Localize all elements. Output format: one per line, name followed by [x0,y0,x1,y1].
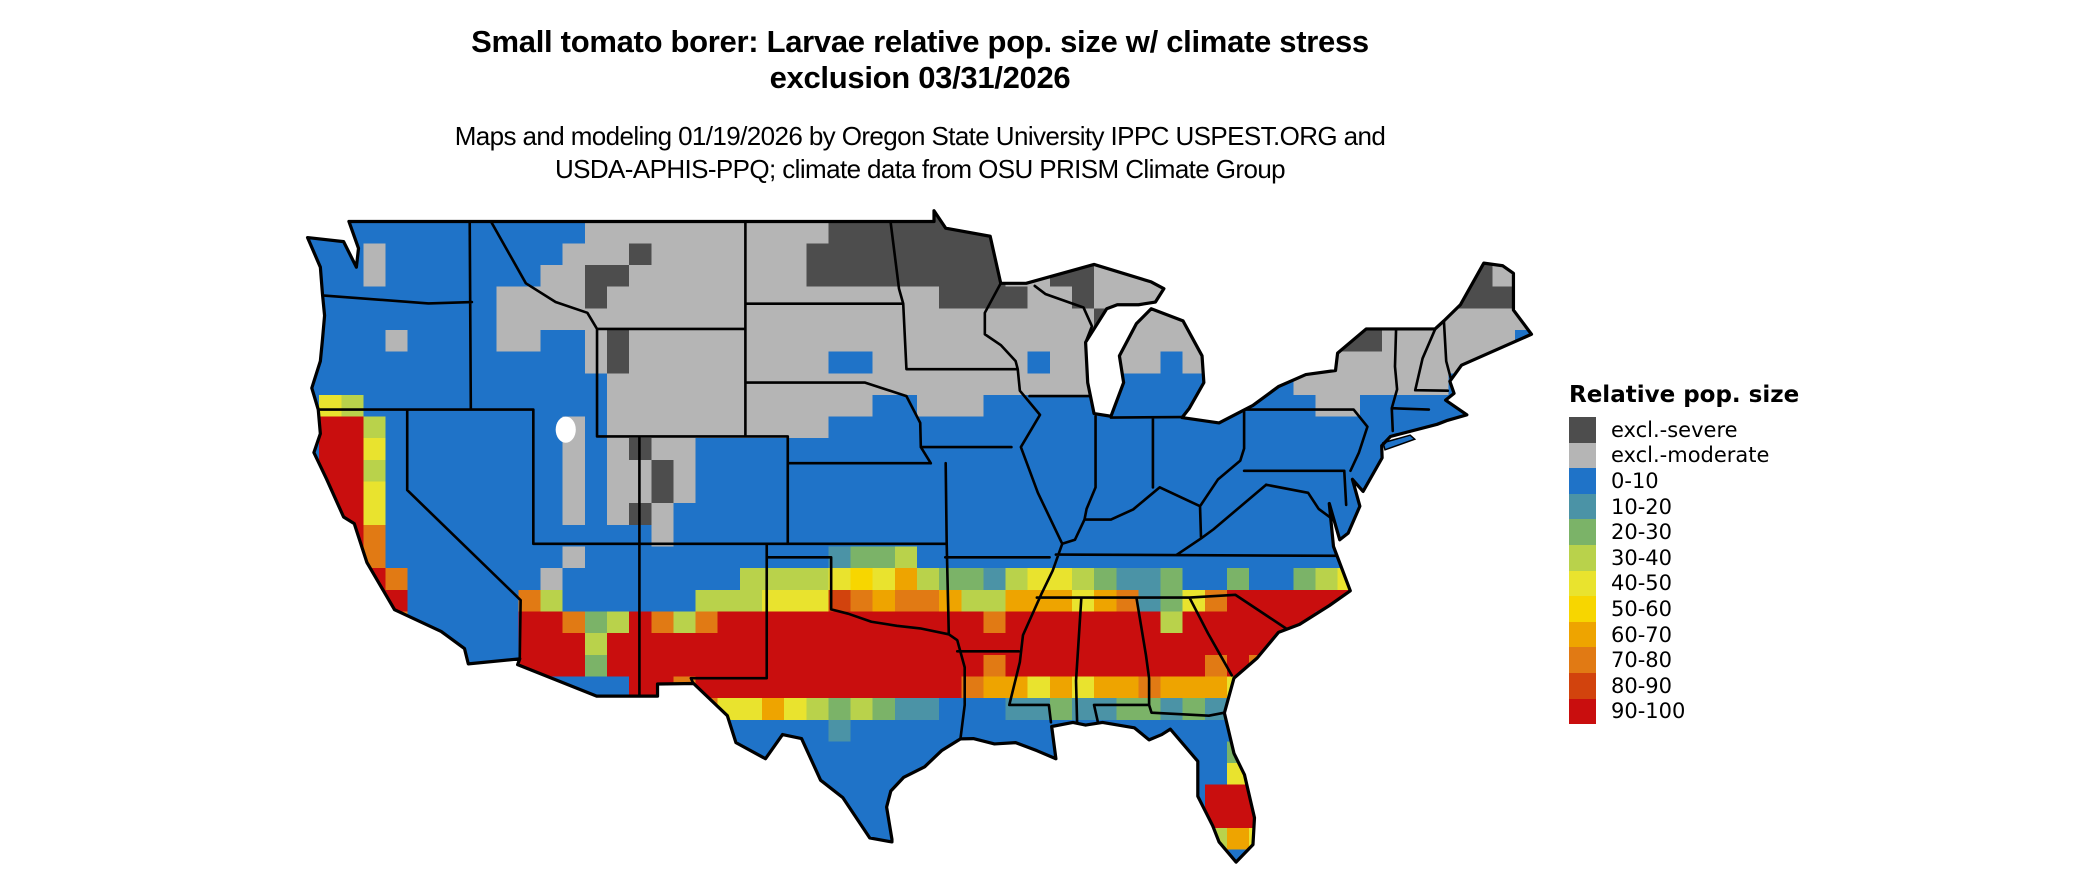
map-subtitle-line1: Maps and modeling 01/19/2026 by Oregon S… [454,121,1386,151]
legend-swatch [1569,544,1596,571]
legend-item: 50-60 [1569,596,1799,622]
legend-label: 90-100 [1611,699,1686,724]
legend-swatch [1569,468,1596,494]
legend-label: 30-40 [1611,545,1673,570]
legend-swatch [1569,647,1596,673]
legend-swatch [1569,621,1596,648]
legend-label: 80-90 [1611,673,1673,698]
legend-title: Relative pop. size [1569,382,1800,408]
map-legend: Relative pop. size excl.-severe excl.-mod… [1569,382,1800,725]
legend-swatch [1569,417,1596,443]
legend-item: 30-40 [1569,544,1799,571]
legend-swatch [1569,672,1596,699]
long-island [1382,434,1417,451]
legend-items: excl.-severe excl.-moderate 0-10 10-20 20-30… [1569,417,1799,725]
legend-item: excl.-moderate [1569,442,1799,469]
map-subtitle-line2: USDA-APHIS-PPQ; climate data from OSU PR… [554,154,1286,184]
map-subtitle: Maps and modeling 01/19/2026 by Oregon S… [160,120,1680,186]
legend-label: 10-20 [1611,494,1673,519]
legend-label: excl.-moderate [1611,443,1770,468]
legend-item: 60-70 [1569,621,1799,648]
legend-item: 10-20 [1569,493,1799,520]
legend-swatch [1569,493,1596,520]
national-outline [305,209,1534,864]
legend-item: 0-10 [1569,468,1799,494]
legend-item: 20-30 [1569,519,1799,545]
legend-label: 60-70 [1611,622,1673,647]
legend-item: 70-80 [1569,647,1799,673]
raster-grid [307,210,1532,863]
legend-label: excl.-severe [1611,417,1738,442]
legend-swatch [1569,442,1596,469]
legend-swatch [1569,519,1596,545]
map-title-line1: Small tomato borer: Larvae relative pop.… [471,24,1369,59]
legend-label: 50-60 [1611,596,1673,621]
legend-item: excl.-severe [1569,417,1799,443]
legend-item: 80-90 [1569,672,1799,699]
legend-item: 90-100 [1569,698,1799,725]
legend-label: 0-10 [1611,468,1659,493]
legend-label: 20-30 [1611,520,1673,545]
map-title-line2: exclusion 03/31/2026 [769,60,1071,95]
great-salt-lake [555,416,576,443]
state-borders [312,220,1453,740]
legend-label: 70-80 [1611,648,1673,673]
legend-item: 40-50 [1569,570,1799,597]
us-risk-map [305,209,1534,864]
legend-swatch [1569,596,1596,622]
legend-label: 40-50 [1611,571,1673,596]
legend-swatch [1569,570,1596,597]
legend-swatch [1569,698,1596,725]
map-title: Small tomato borer: Larvae relative pop.… [160,24,1680,96]
